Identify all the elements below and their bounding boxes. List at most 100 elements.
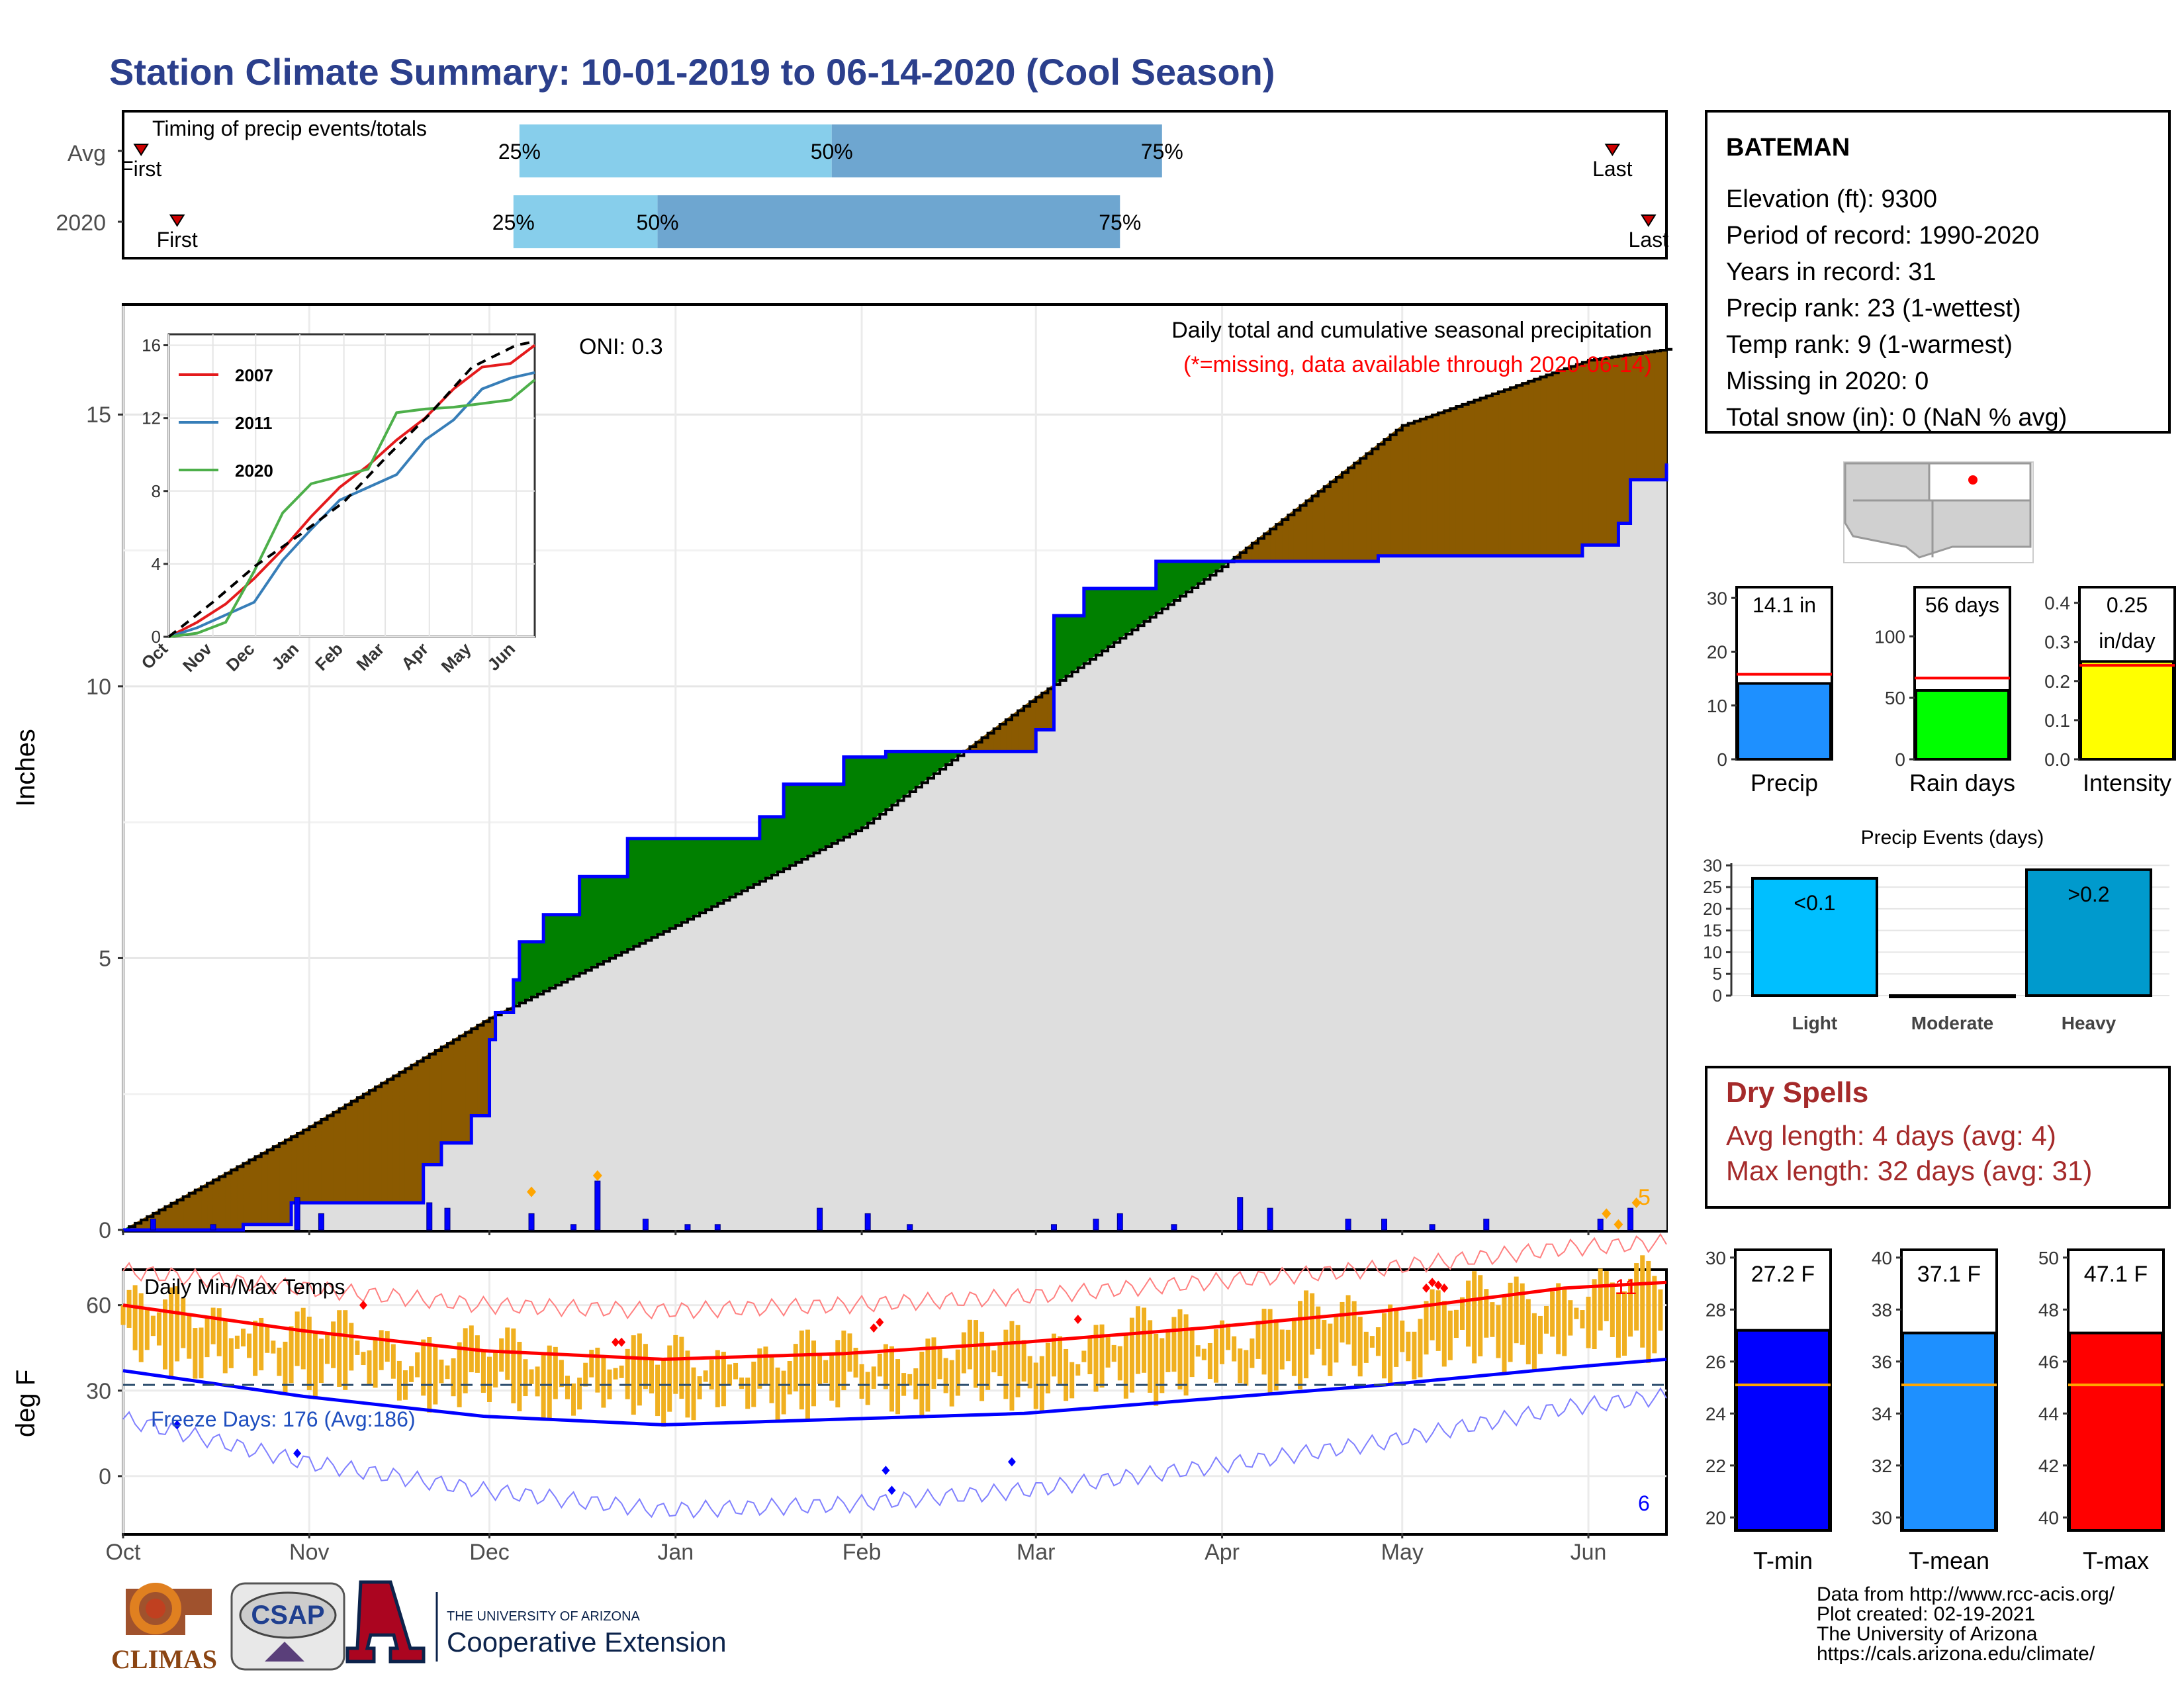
precip-y-tick-label: 0 bbox=[99, 1218, 111, 1243]
credit-line: https://cals.arizona.edu/climate/ bbox=[1817, 1643, 2095, 1665]
daily-temp-bar bbox=[973, 1320, 978, 1388]
daily-precip-bar bbox=[210, 1224, 216, 1231]
daily-temp-bar bbox=[337, 1310, 342, 1387]
daily-temp-bar bbox=[991, 1350, 997, 1373]
events-bar-label: >0.2 bbox=[2068, 882, 2109, 906]
daily-precip-bar bbox=[318, 1213, 324, 1231]
daily-temp-bar bbox=[703, 1370, 708, 1382]
daily-precip-bar bbox=[1597, 1219, 1604, 1231]
daily-temp-bar bbox=[775, 1367, 780, 1421]
daily-temp-bar bbox=[955, 1349, 960, 1396]
daily-temp-bar bbox=[277, 1347, 282, 1376]
summary-y-tick-label: 0.4 bbox=[2044, 593, 2070, 614]
daily-temp-bar bbox=[655, 1364, 660, 1417]
summary-y-tick-label: 0.2 bbox=[2044, 671, 2070, 692]
summary-y-tick-label: 0.1 bbox=[2044, 710, 2070, 731]
daily-temp-bar bbox=[199, 1327, 204, 1379]
summary-bar bbox=[1737, 682, 1832, 761]
temp-bar bbox=[2068, 1331, 2163, 1532]
timing-panel: Timing of precip events/totals Avg 2020 … bbox=[56, 110, 1669, 259]
events-x-label: Light bbox=[1792, 1013, 1837, 1033]
summary-y-tick-label: 100 bbox=[1874, 626, 1905, 647]
daily-temp-bar bbox=[691, 1367, 696, 1421]
location-map bbox=[1843, 461, 2034, 563]
summary-bar-label: Rain days bbox=[1909, 769, 2015, 796]
daily-temp-bar bbox=[1441, 1301, 1447, 1367]
csap-wordmark: CSAP bbox=[251, 1601, 324, 1630]
inset-frame bbox=[167, 333, 536, 638]
inset-series-line bbox=[168, 344, 536, 638]
daily-temp-bar bbox=[331, 1321, 336, 1368]
daily-temp-bar bbox=[1406, 1331, 1411, 1362]
summary-bar-label: Precip bbox=[1751, 769, 1818, 796]
daily-temp-bar bbox=[1207, 1342, 1212, 1380]
daily-temp-bar bbox=[156, 1312, 161, 1346]
daily-temp-bar bbox=[1195, 1345, 1201, 1357]
daily-temp-bar bbox=[1183, 1314, 1189, 1396]
daily-temp-bar bbox=[505, 1327, 510, 1380]
daily-temp-bar bbox=[163, 1299, 168, 1370]
daily-precip-bar bbox=[1237, 1197, 1244, 1231]
daily-temp-bar bbox=[475, 1335, 480, 1373]
daily-temp-bar bbox=[985, 1345, 991, 1390]
daily-temp-bar bbox=[1520, 1283, 1525, 1345]
summary-bar bbox=[2079, 660, 2175, 761]
record-high-marker bbox=[612, 1337, 620, 1347]
daily-temp-bar bbox=[859, 1364, 864, 1399]
daily-temp-bar bbox=[559, 1360, 564, 1387]
daily-precip-bar bbox=[570, 1224, 577, 1231]
daily-temp-bar bbox=[1033, 1362, 1038, 1409]
temp-y-axis-label: deg F bbox=[11, 1370, 40, 1437]
inset-y-tick-label: 4 bbox=[152, 554, 161, 574]
daily-temp-bar bbox=[1621, 1291, 1627, 1356]
events-bar-label: <0.1 bbox=[1794, 891, 1835, 915]
daily-temp-bar bbox=[523, 1359, 528, 1397]
summary-y-tick-label: 20 bbox=[1707, 642, 1727, 663]
precip-y-tick-label: 10 bbox=[86, 675, 111, 700]
temp-y-tick-label: 30 bbox=[86, 1379, 111, 1404]
daily-temp-bar bbox=[1634, 1263, 1639, 1331]
station-info-line: Total snow (in): 0 (NaN % avg) bbox=[1726, 404, 2067, 432]
daily-temp-bar bbox=[295, 1311, 300, 1366]
daily-temp-bar bbox=[1064, 1348, 1069, 1401]
daily-temp-bar bbox=[247, 1333, 252, 1358]
daily-temp-bar bbox=[799, 1331, 804, 1410]
daily-temp-bar bbox=[1615, 1292, 1621, 1358]
daily-temp-bar bbox=[1418, 1319, 1423, 1378]
daily-precip-bar bbox=[444, 1207, 451, 1231]
timing-p50-label: 50% bbox=[811, 140, 853, 164]
daily-temp-bar bbox=[325, 1335, 330, 1364]
record-high-marker bbox=[1422, 1283, 1431, 1293]
record-low-marker bbox=[887, 1485, 896, 1495]
summary-y-tick-label: 0.3 bbox=[2044, 632, 2070, 653]
last-label: Last bbox=[1629, 228, 1669, 252]
daily-temp-bar bbox=[931, 1337, 936, 1389]
daily-temp-bar bbox=[1502, 1295, 1507, 1373]
temp-bar-y-tick-label: 48 bbox=[2038, 1299, 2059, 1320]
orange-count-label: 5 bbox=[1638, 1185, 1651, 1210]
station-info-line: Missing in 2020: 0 bbox=[1726, 367, 1929, 395]
daily-temp-bar bbox=[1273, 1319, 1279, 1391]
daily-temp-bar bbox=[312, 1331, 318, 1399]
daily-temp-bar bbox=[169, 1287, 174, 1378]
daily-temp-bar bbox=[1304, 1290, 1309, 1379]
summary-y-tick-label: 0 bbox=[1895, 749, 1905, 770]
station-name: BATEMAN bbox=[1726, 134, 1850, 162]
daily-temp-bar bbox=[895, 1359, 901, 1415]
events-bar bbox=[1751, 876, 1878, 997]
daily-precip-bar bbox=[1050, 1224, 1057, 1231]
avg-min-line bbox=[122, 1357, 1667, 1427]
daily-temp-bar bbox=[679, 1336, 684, 1399]
inset-legend-label: 2007 bbox=[235, 365, 273, 385]
events-y-tick-label: 15 bbox=[1703, 921, 1722, 941]
daily-temp-bar bbox=[1646, 1260, 1651, 1364]
ua-big-text: Cooperative Extension bbox=[447, 1626, 727, 1658]
station-info-line: Elevation (ft): 9300 bbox=[1726, 185, 1937, 213]
daily-temp-bar bbox=[697, 1376, 702, 1399]
temp-bar-label: T-min bbox=[1753, 1547, 1813, 1574]
daily-temp-bar bbox=[265, 1327, 270, 1353]
freeze-days-label: Freeze Days: 176 (Avg:186) bbox=[151, 1407, 416, 1431]
month-tick-label: May bbox=[1381, 1540, 1424, 1565]
daily-temp-bar bbox=[673, 1335, 678, 1394]
